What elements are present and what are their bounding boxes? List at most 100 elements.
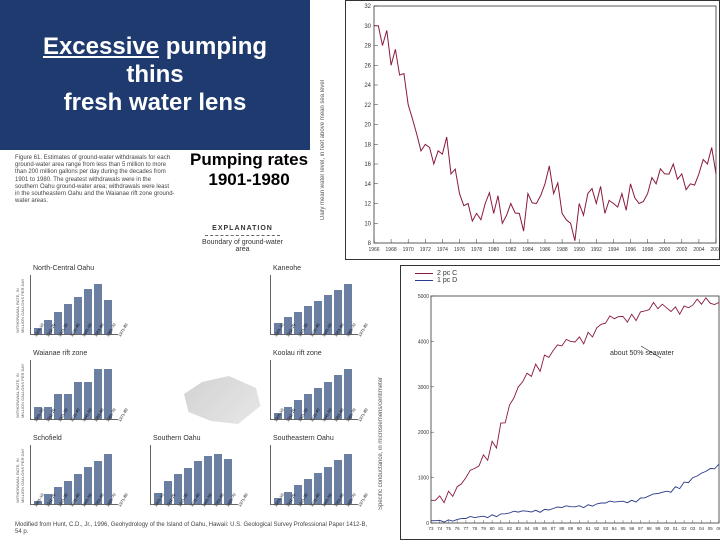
smallchart-ylabel-0: WITHDRAWAL RATE, IN MILLION GALLONS PER … bbox=[15, 275, 25, 333]
svg-text:24: 24 bbox=[364, 83, 371, 89]
pumping-label-1: Pumping rates bbox=[190, 150, 308, 170]
svg-text:1986: 1986 bbox=[539, 247, 550, 253]
title-line3: fresh water lens bbox=[64, 89, 247, 117]
title-underline-word: Excessive bbox=[43, 33, 159, 60]
svg-text:00: 00 bbox=[664, 526, 670, 531]
water-ylabel: Daily mean water level, in feet above me… bbox=[320, 60, 326, 220]
svg-text:96: 96 bbox=[629, 526, 635, 531]
smallchart-1: Kaneohe1901-101911-201921-301931-401941-… bbox=[270, 275, 358, 335]
svg-text:1984: 1984 bbox=[522, 247, 533, 253]
title-block: Excessive pumping thins fresh water lens bbox=[0, 0, 310, 150]
legend-swatch-2 bbox=[415, 280, 433, 281]
svg-text:74: 74 bbox=[437, 526, 443, 531]
svg-text:2002: 2002 bbox=[676, 247, 687, 253]
hale-legend: 2 pc C 1 pc D bbox=[415, 270, 457, 284]
svg-text:20: 20 bbox=[364, 123, 371, 129]
svg-text:93: 93 bbox=[603, 526, 609, 531]
svg-text:22: 22 bbox=[364, 103, 371, 109]
svg-text:1976: 1976 bbox=[454, 247, 465, 253]
svg-text:16: 16 bbox=[364, 162, 371, 168]
smallchart-2: Waianae rift zoneWITHDRAWAL RATE, IN MIL… bbox=[30, 360, 118, 420]
explanation-title: EXPLANATION bbox=[195, 225, 290, 232]
svg-text:1990: 1990 bbox=[574, 247, 585, 253]
svg-text:87: 87 bbox=[551, 526, 557, 531]
svg-text:1988: 1988 bbox=[557, 247, 568, 253]
explanation-box: EXPLANATION Boundary of ground-water are… bbox=[195, 225, 290, 253]
smallchart-xlabels-6: 1901-101911-201921-301931-401941-501951-… bbox=[271, 505, 367, 510]
smallchart-title-0: North-Central Oahu bbox=[33, 265, 94, 272]
svg-text:05: 05 bbox=[708, 526, 714, 531]
svg-text:5000: 5000 bbox=[418, 294, 429, 300]
svg-text:79: 79 bbox=[481, 526, 487, 531]
svg-text:76: 76 bbox=[455, 526, 461, 531]
svg-text:2000: 2000 bbox=[659, 247, 670, 253]
explanation-sub: Boundary of ground-water area bbox=[195, 239, 290, 253]
legend-swatch-1 bbox=[415, 273, 433, 274]
svg-text:30: 30 bbox=[364, 24, 371, 30]
svg-text:26: 26 bbox=[364, 63, 371, 69]
svg-text:83: 83 bbox=[516, 526, 522, 531]
svg-text:4000: 4000 bbox=[418, 339, 429, 345]
smallchart-0: North-Central OahuWITHDRAWAL RATE, IN MI… bbox=[30, 275, 118, 335]
svg-text:1982: 1982 bbox=[505, 247, 516, 253]
svg-text:1980: 1980 bbox=[488, 247, 499, 253]
hale-ylabel: Specific conductance, in microsiemens/ce… bbox=[378, 330, 384, 510]
smallchart-xlabels-1: 1901-101911-201921-301931-401941-501951-… bbox=[271, 335, 367, 340]
source-citation: Modified from Hunt, C.D., Jr., 1996, Geo… bbox=[15, 522, 375, 536]
svg-text:90: 90 bbox=[577, 526, 583, 531]
smallchart-xlabels-4: 1901-101911-201921-301931-401941-501951-… bbox=[31, 505, 127, 510]
smallchart-ylabel-2: WITHDRAWAL RATE, IN MILLION GALLONS PER … bbox=[15, 360, 25, 418]
pumping-label: Pumping rates 1901-1980 bbox=[190, 150, 308, 189]
svg-text:06: 06 bbox=[716, 526, 720, 531]
svg-text:1992: 1992 bbox=[591, 247, 602, 253]
svg-text:2000: 2000 bbox=[418, 430, 429, 436]
svg-text:98: 98 bbox=[647, 526, 653, 531]
svg-text:89: 89 bbox=[568, 526, 574, 531]
svg-text:02: 02 bbox=[682, 526, 688, 531]
legend-label-2: 1 pc D bbox=[437, 277, 457, 284]
title-line1: Excessive pumping bbox=[43, 33, 267, 61]
smallchart-3: Koolau rift zone1901-101911-201921-30193… bbox=[270, 360, 358, 420]
hale-chart: 0100020003000400050007374757677787980818… bbox=[400, 265, 720, 540]
svg-text:91: 91 bbox=[586, 526, 592, 531]
svg-text:32: 32 bbox=[364, 4, 371, 10]
svg-text:77: 77 bbox=[463, 526, 469, 531]
smallchart-xlabels-0: 1901-101911-201921-301931-401941-501951-… bbox=[31, 335, 127, 340]
svg-text:1000: 1000 bbox=[418, 476, 429, 482]
water-level-svg: 8101214161820222426283032196619681970197… bbox=[346, 1, 720, 261]
svg-text:01: 01 bbox=[673, 526, 679, 531]
svg-text:1994: 1994 bbox=[608, 247, 619, 253]
smallchart-xlabels-5: 1901-101911-201921-301931-401941-501951-… bbox=[151, 505, 247, 510]
svg-text:1970: 1970 bbox=[403, 247, 414, 253]
smallchart-title-3: Koolau rift zone bbox=[273, 350, 322, 357]
smallchart-4: SchofieldWITHDRAWAL RATE, IN MILLION GAL… bbox=[30, 445, 118, 505]
svg-text:03: 03 bbox=[690, 526, 696, 531]
svg-text:1978: 1978 bbox=[471, 247, 482, 253]
smallchart-title-2: Waianae rift zone bbox=[33, 350, 87, 357]
svg-text:04: 04 bbox=[699, 526, 705, 531]
figure-caption: Figure 61. Estimates of ground-water wit… bbox=[15, 155, 175, 205]
smallchart-xlabels-2: 1901-101911-201921-301931-401941-501951-… bbox=[31, 420, 127, 425]
svg-text:73: 73 bbox=[428, 526, 434, 531]
svg-text:97: 97 bbox=[638, 526, 644, 531]
hale-annotation: about 50% seawater bbox=[610, 350, 674, 357]
svg-text:10: 10 bbox=[364, 221, 371, 227]
smallchart-title-5: Southern Oahu bbox=[153, 435, 200, 442]
smallchart-title-1: Kaneohe bbox=[273, 265, 301, 272]
svg-text:2006: 2006 bbox=[710, 247, 720, 253]
svg-text:1974: 1974 bbox=[437, 247, 448, 253]
svg-text:3000: 3000 bbox=[418, 385, 429, 391]
smallchart-title-6: Southeastern Oahu bbox=[273, 435, 334, 442]
smallchart-ylabel-4: WITHDRAWAL RATE, IN MILLION GALLONS PER … bbox=[15, 445, 25, 503]
smallchart-6: Southeastern Oahu1901-101911-201921-3019… bbox=[270, 445, 358, 505]
svg-text:99: 99 bbox=[655, 526, 661, 531]
pumping-label-2: 1901-1980 bbox=[190, 170, 308, 190]
svg-text:1998: 1998 bbox=[642, 247, 653, 253]
svg-text:84: 84 bbox=[524, 526, 530, 531]
smallchart-5: Southern Oahu1901-101911-201921-301931-4… bbox=[150, 445, 238, 505]
svg-text:1972: 1972 bbox=[420, 247, 431, 253]
hale-svg: 0100020003000400050007374757677787980818… bbox=[401, 266, 720, 541]
svg-text:1996: 1996 bbox=[625, 247, 636, 253]
svg-text:95: 95 bbox=[620, 526, 626, 531]
svg-text:81: 81 bbox=[498, 526, 504, 531]
